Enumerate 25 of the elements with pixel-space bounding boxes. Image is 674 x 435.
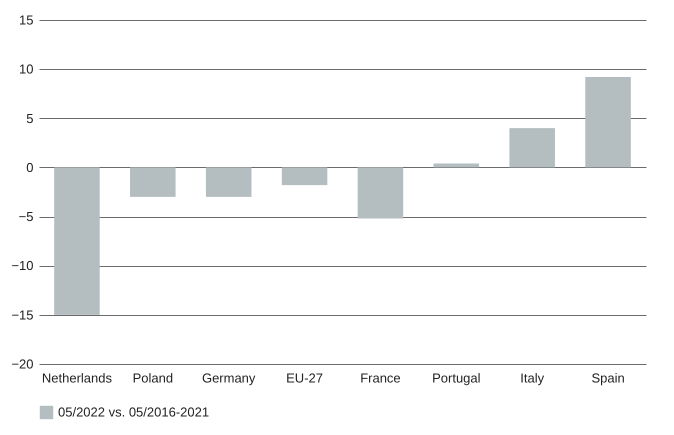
y-tick-label: −15 xyxy=(11,307,34,322)
bar xyxy=(282,167,328,186)
bar xyxy=(585,77,631,168)
y-tick-label: −5 xyxy=(18,209,34,224)
bar xyxy=(509,128,555,168)
x-tick-label: France xyxy=(360,370,401,386)
y-tick-label: −10 xyxy=(11,258,34,274)
legend-label: 05/2022 vs. 05/2016-2021 xyxy=(58,404,210,420)
y-tick-label: 5 xyxy=(26,110,34,126)
y-tick-label: −20 xyxy=(11,356,34,372)
bar xyxy=(130,167,176,197)
y-tick-label: 0 xyxy=(26,160,34,175)
x-tick-label: EU-27 xyxy=(286,370,323,386)
x-tick-label: Portugal xyxy=(432,370,481,386)
x-tick-label: Germany xyxy=(202,370,256,386)
y-tick-label: 15 xyxy=(19,12,34,28)
y-tick-label: 10 xyxy=(19,62,34,77)
bar xyxy=(434,163,480,168)
x-tick-label: Netherlands xyxy=(42,370,112,386)
x-tick-label: Italy xyxy=(520,370,545,386)
x-tick-label: Poland xyxy=(132,370,174,386)
x-tick-label: Spain xyxy=(591,370,625,386)
bar xyxy=(54,167,100,315)
bar xyxy=(206,167,252,197)
bar xyxy=(358,167,404,219)
